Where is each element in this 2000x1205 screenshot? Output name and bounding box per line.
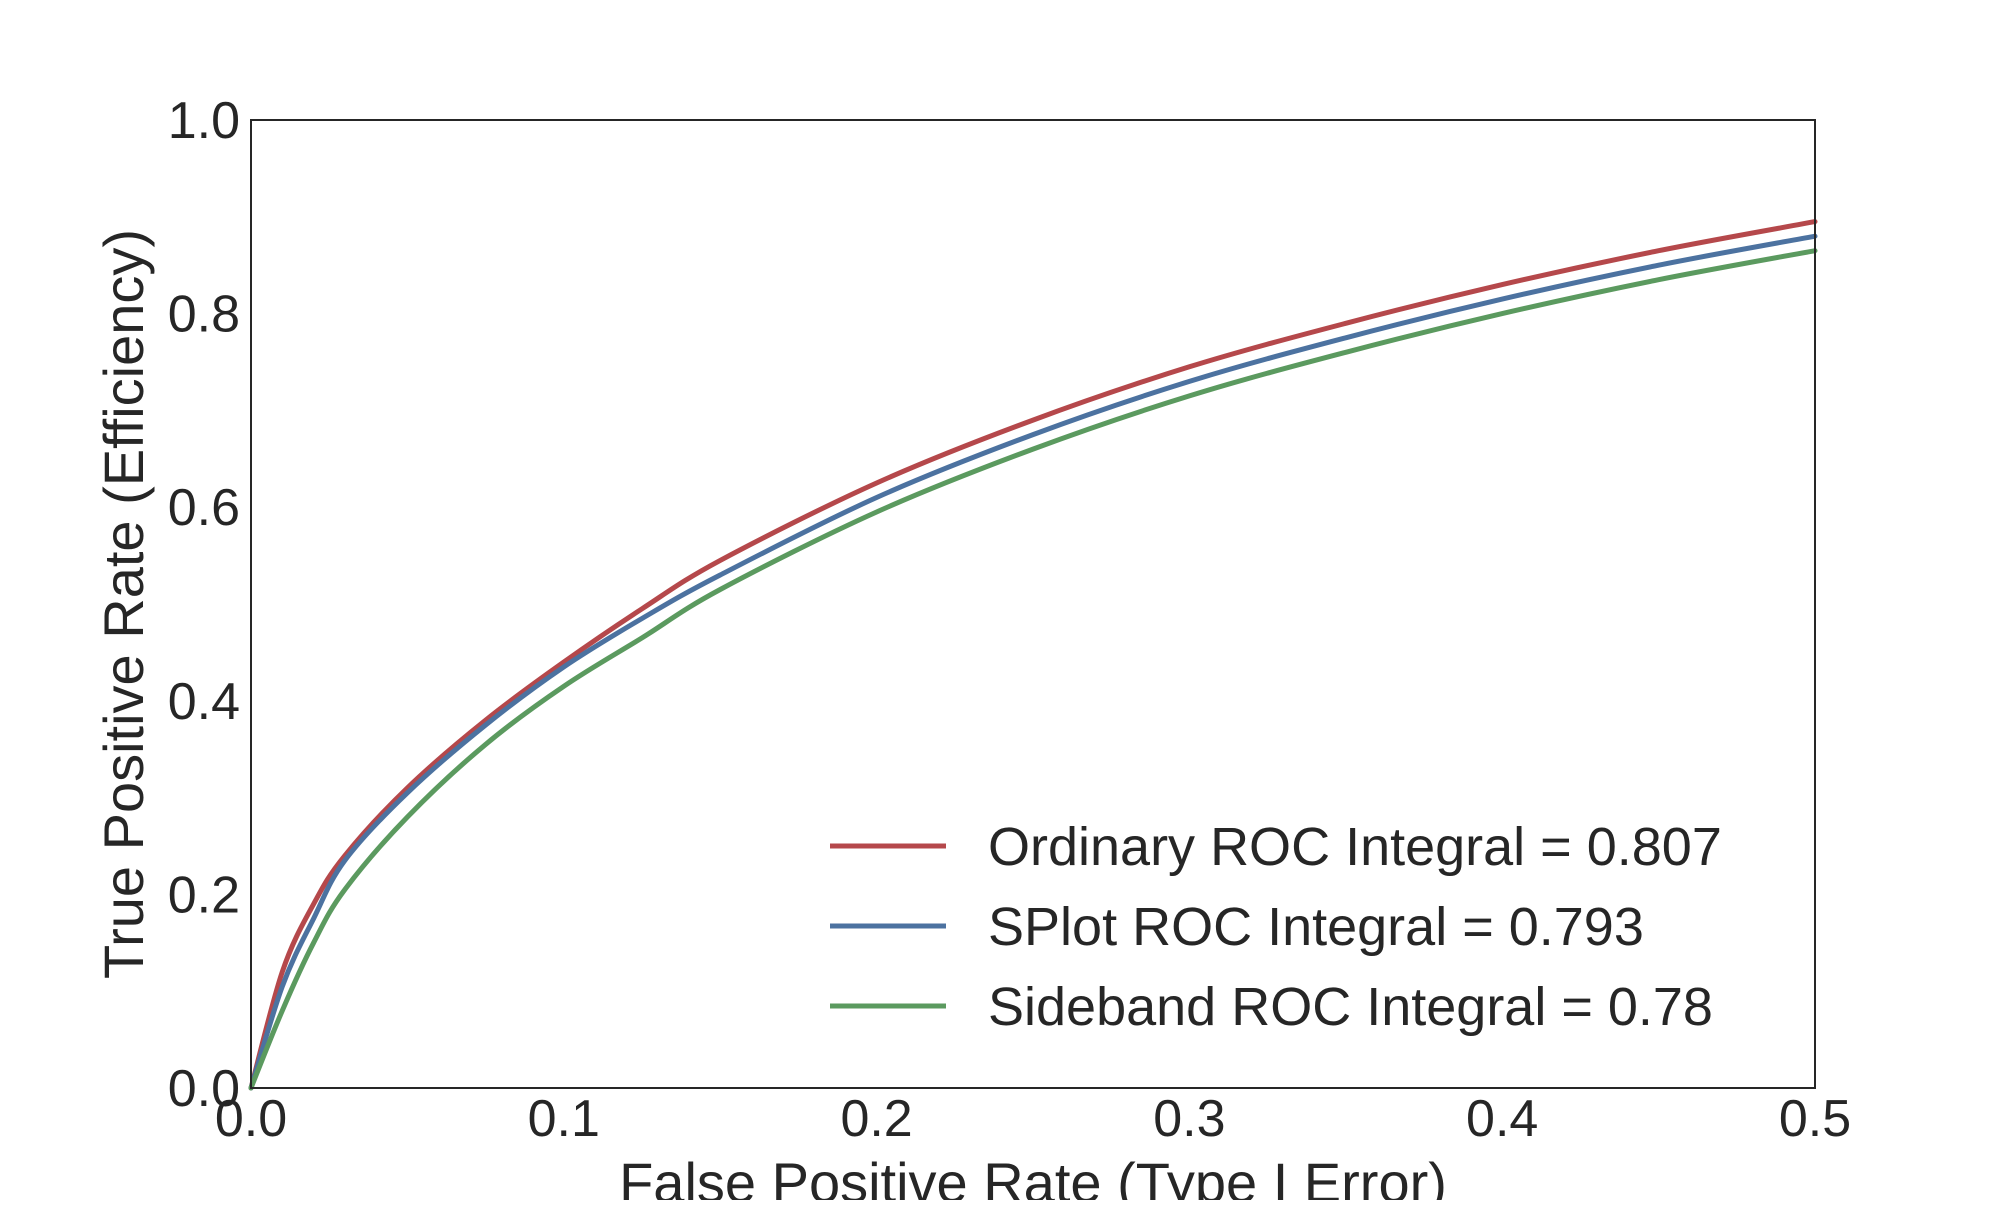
- y-tick-label: 0.6: [168, 479, 240, 537]
- x-tick-label: 0.0: [215, 1090, 287, 1148]
- y-tick-label: 1.0: [168, 92, 240, 150]
- x-tick-labels: 0.0 0.1 0.2 0.3 0.4 0.5: [215, 1090, 1851, 1148]
- y-tick-label: 0.8: [168, 286, 240, 344]
- legend-label-2: SPlot ROC Integral = 0.793: [988, 897, 1644, 957]
- y-tick-label: 0.4: [168, 673, 240, 731]
- y-tick-label: 0.2: [168, 866, 240, 924]
- legend-label-1: Ordinary ROC Integral = 0.807: [988, 817, 1722, 877]
- y-axis-title: True Positive Rate (Efficiency): [92, 229, 155, 979]
- legend: Ordinary ROC Integral = 0.807 SPlot ROC I…: [830, 817, 1722, 1037]
- y-tick-label: 0.0: [168, 1060, 240, 1118]
- plot-area-frame: [250, 119, 1816, 1089]
- x-tick-label: 0.1: [528, 1090, 600, 1148]
- series-line-2: [248, 233, 1818, 1091]
- x-tick-label: 0.2: [840, 1090, 912, 1148]
- series-line-3: [248, 248, 1818, 1091]
- x-tick-label: 0.3: [1153, 1090, 1225, 1148]
- x-tick-label: 0.5: [1779, 1090, 1851, 1148]
- legend-label-3: Sideband ROC Integral = 0.78: [988, 977, 1713, 1037]
- series-line-1: [248, 219, 1818, 1091]
- y-tick-labels: 0.0 0.2 0.4 0.6 0.8 1.0: [168, 92, 240, 1118]
- x-tick-label: 0.4: [1466, 1090, 1538, 1148]
- x-axis-title: False Positive Rate (Type I Error): [619, 1151, 1447, 1200]
- series-group: [248, 219, 1818, 1091]
